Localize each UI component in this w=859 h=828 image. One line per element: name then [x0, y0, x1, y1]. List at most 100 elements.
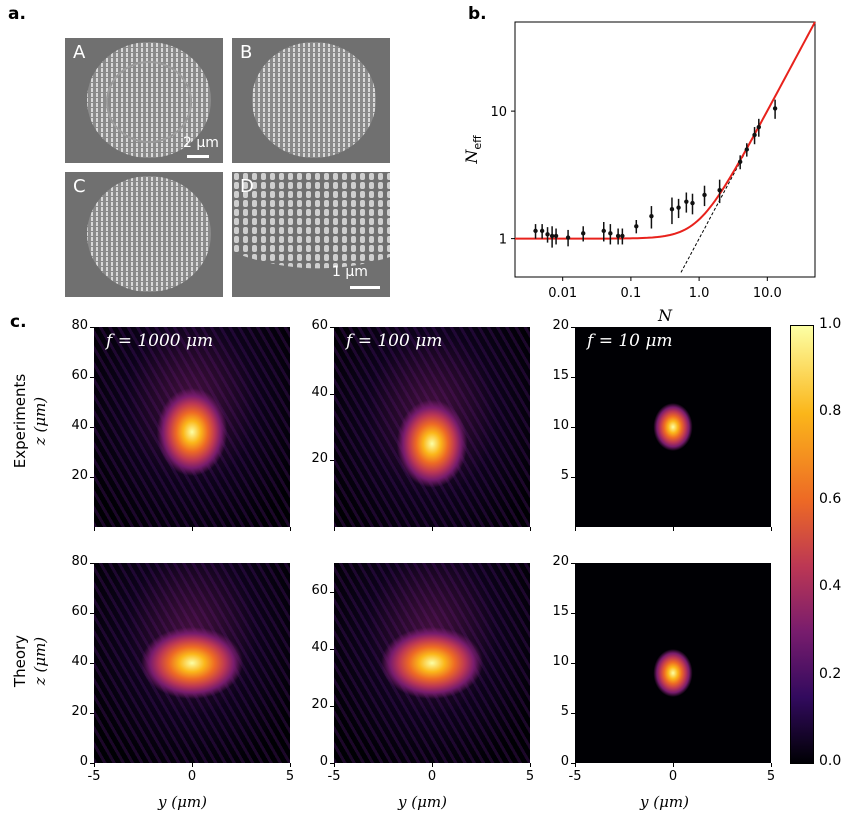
x-tick	[192, 763, 193, 767]
x-tick-label: 1.0	[689, 286, 710, 301]
y-tick	[571, 377, 575, 378]
heatmap-panel	[334, 327, 530, 527]
heatmap-panel	[94, 327, 290, 527]
heatmap-panel	[334, 563, 530, 763]
y-tick-label: 0	[560, 754, 569, 769]
x-tick	[575, 527, 576, 531]
y-tick-label: 0	[79, 754, 88, 769]
y-tick	[90, 563, 94, 564]
y-tick-label: 0	[319, 754, 328, 769]
x-tick	[290, 527, 291, 531]
y-tick	[330, 705, 334, 707]
sem-image-b: B	[232, 38, 390, 163]
heatmap-panel	[575, 563, 771, 763]
x-tick-label: 5	[525, 769, 535, 784]
y-tick	[330, 327, 334, 328]
data-point	[539, 228, 545, 234]
y-tick-label: 20	[552, 554, 569, 569]
y-tick	[330, 591, 334, 593]
panel-label-b: b.	[468, 4, 487, 24]
data-point	[615, 233, 621, 239]
x-tick-label: 5	[766, 769, 776, 784]
x-axis-label-3: y (μm)	[640, 793, 689, 811]
heatmap-title: f = 10 μm	[587, 331, 673, 351]
fit-line	[515, 21, 816, 240]
y-tick	[90, 763, 94, 764]
y-tick-label: 40	[71, 654, 88, 669]
y-tick	[571, 663, 575, 664]
colorbar-tick-label: 0.2	[819, 665, 842, 682]
data-point	[690, 200, 695, 206]
sem-pillar-closeup	[232, 172, 390, 269]
colorbar-tick-label: 0.8	[819, 403, 842, 420]
sem-pillar-array	[87, 42, 211, 158]
x-axis-label: N	[657, 306, 673, 324]
x-tick	[334, 763, 335, 767]
data-point	[684, 199, 689, 204]
x-tick	[432, 527, 433, 531]
y-tick-label: 1	[499, 233, 507, 248]
y-tick-label: 40	[71, 418, 88, 433]
x-tick	[673, 527, 674, 531]
sem-letter: B	[240, 42, 253, 63]
data-point	[649, 213, 654, 219]
y-tick-label: 5	[560, 704, 569, 719]
y-tick-label: 20	[552, 318, 569, 333]
y-tick-label: 5	[560, 468, 569, 483]
neff-chart: 0.01 0.1 1.0 10.0 1 10 N Neff	[462, 21, 816, 324]
data-point	[669, 207, 675, 212]
y-tick	[90, 327, 94, 328]
x-tick	[94, 527, 95, 531]
x-tick-label: -5	[327, 769, 341, 784]
scale-text: 2 μm	[183, 135, 219, 151]
y-tick-label: 60	[71, 604, 88, 619]
sem-pillar-array	[252, 42, 376, 158]
x-tick-label: 5	[285, 769, 295, 784]
data-point	[752, 132, 757, 138]
y-tick	[90, 477, 94, 478]
y-tick	[330, 460, 334, 462]
sem-letter: A	[73, 42, 86, 63]
y-tick-label: 80	[71, 318, 88, 333]
y-tick-label: 60	[311, 318, 328, 333]
data-point	[772, 106, 778, 111]
y-tick	[330, 763, 334, 764]
data-point	[737, 159, 743, 165]
y-tick-label: 15	[552, 604, 569, 619]
y-tick	[90, 377, 94, 378]
data-point	[756, 124, 761, 130]
sem-letter: D	[240, 176, 254, 197]
heatmap-title: f = 1000 μm	[106, 331, 214, 351]
colorbar-tick-label: 0.4	[819, 578, 842, 595]
panel-label-c: c.	[10, 312, 27, 332]
data-point	[601, 228, 606, 234]
data-point	[549, 233, 555, 239]
y-tick-label: 10	[552, 418, 569, 433]
y-tick	[571, 613, 575, 614]
data-point	[545, 232, 550, 237]
y-tick-label: 60	[311, 582, 328, 598]
data-point	[702, 192, 707, 198]
y-tick-label: 40	[311, 639, 328, 655]
y-tick	[571, 327, 575, 328]
sem-image-d: D 1 μm	[232, 172, 390, 297]
y-tick-label: 20	[311, 696, 328, 712]
data-point	[717, 187, 722, 193]
row-label-experiments: Experiments	[11, 373, 29, 469]
x-tick	[334, 527, 335, 531]
plot-frame	[514, 21, 816, 278]
x-tick	[94, 763, 95, 767]
x-tick	[575, 763, 576, 767]
y-tick	[571, 477, 575, 478]
x-tick-label: -5	[87, 769, 101, 784]
data-point	[744, 147, 749, 152]
y-tick-label: 10	[490, 105, 507, 120]
y-tick	[571, 763, 575, 764]
y-axis-label: Neff	[462, 135, 484, 165]
x-axis-label-1: y (μm)	[158, 793, 207, 811]
x-tick	[673, 763, 674, 767]
x-axis-label-2: y (μm)	[398, 793, 447, 811]
y-tick	[330, 393, 334, 395]
y-tick-label: 80	[71, 554, 88, 569]
y-tick-label: 20	[71, 468, 88, 483]
